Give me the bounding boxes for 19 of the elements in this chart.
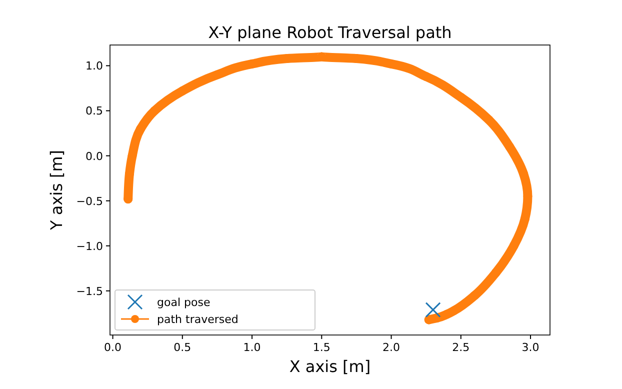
- legend-label: path traversed: [157, 313, 238, 326]
- y-tick-label: −1.5: [76, 284, 103, 298]
- chart-title: X-Y plane Robot Traversal path: [208, 23, 452, 42]
- y-tick-label: 1.0: [86, 60, 103, 73]
- x-tick-label: 1.0: [243, 341, 261, 354]
- point: [425, 302, 441, 318]
- y-axis-title: Y axis [m]: [47, 150, 66, 232]
- x-tick-label: 3.0: [522, 341, 540, 354]
- x-axis-title: X axis [m]: [289, 357, 371, 376]
- y-tick-label: 0.0: [86, 150, 103, 163]
- x-tick-label: 0.0: [104, 341, 122, 354]
- y-tick-label: −1.0: [76, 240, 103, 253]
- x-tick-label: 2.0: [382, 341, 400, 354]
- x-tick-label: 0.5: [174, 341, 192, 354]
- legend-label: goal pose: [157, 296, 210, 309]
- y-tick-label: −0.5: [76, 194, 103, 208]
- x-tick-label: 1.5: [312, 341, 330, 354]
- x-tick-label: 2.5: [452, 341, 470, 354]
- y-tick-label: 0.5: [86, 104, 103, 118]
